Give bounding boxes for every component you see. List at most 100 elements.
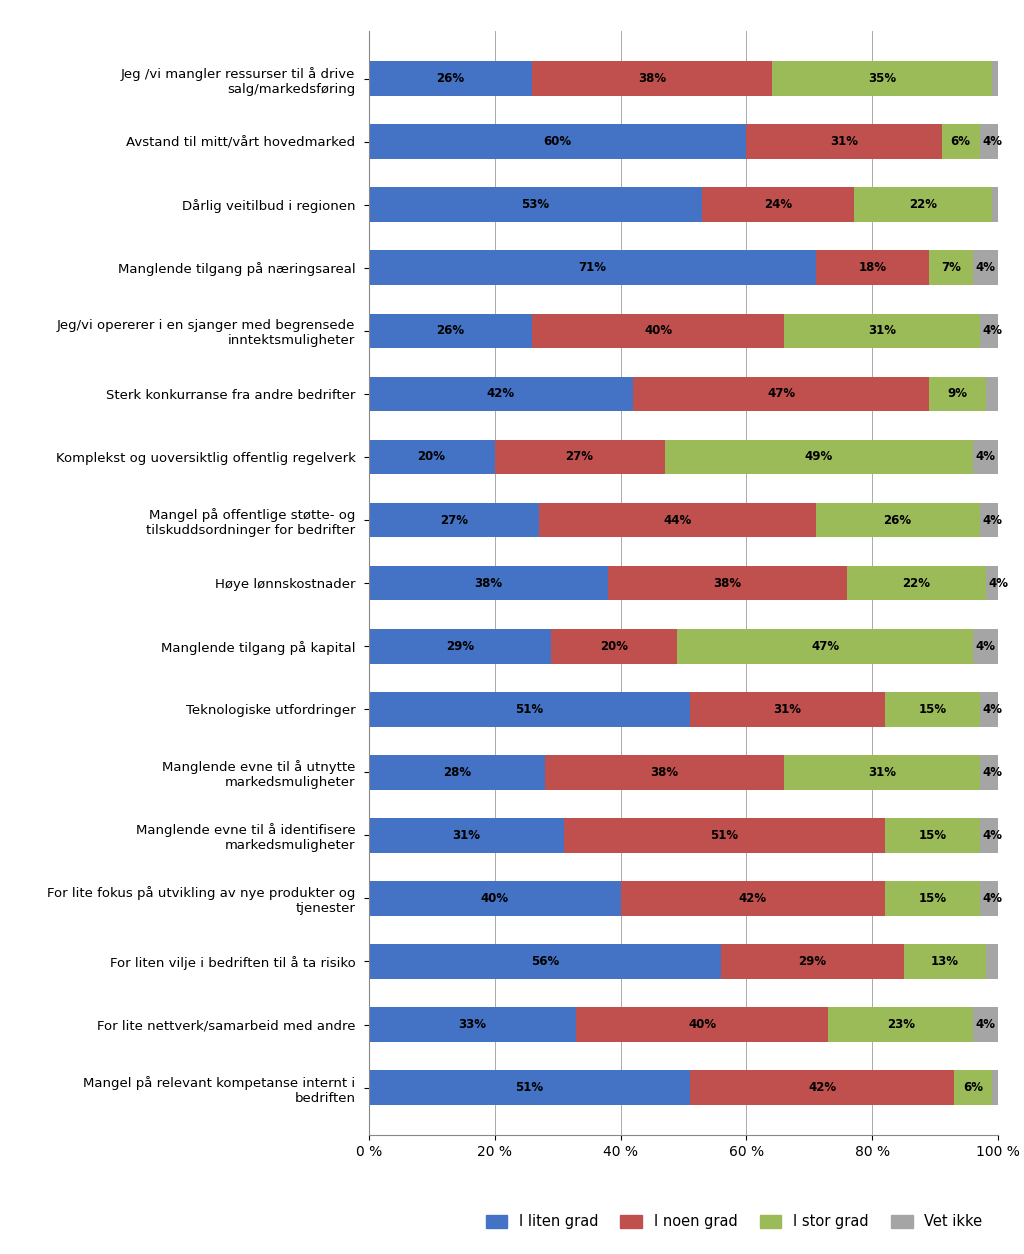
Bar: [690, 692, 885, 726]
Bar: [690, 1070, 954, 1105]
Text: 15%: 15%: [919, 702, 946, 716]
Legend: I liten grad, I noen grad, I stor grad, Vet ikke: I liten grad, I noen grad, I stor grad, …: [479, 1209, 988, 1235]
Text: 4%: 4%: [982, 325, 1002, 337]
Bar: [973, 628, 998, 663]
Text: 51%: 51%: [515, 702, 544, 716]
Bar: [608, 566, 847, 601]
Text: 4%: 4%: [982, 892, 1002, 905]
Bar: [665, 440, 973, 474]
Bar: [702, 187, 854, 222]
Text: 33%: 33%: [459, 1018, 486, 1031]
Text: 31%: 31%: [868, 325, 896, 337]
Text: 4%: 4%: [982, 135, 1002, 148]
Text: 24%: 24%: [764, 198, 792, 211]
Text: 4%: 4%: [976, 450, 995, 464]
Bar: [369, 628, 551, 663]
Text: 38%: 38%: [638, 73, 666, 85]
Bar: [992, 1070, 1005, 1105]
Text: 4%: 4%: [988, 577, 1009, 589]
Text: 4%: 4%: [976, 261, 995, 275]
Text: 31%: 31%: [773, 702, 802, 716]
Bar: [532, 61, 772, 97]
Text: 20%: 20%: [600, 640, 629, 652]
Text: 60%: 60%: [544, 135, 571, 148]
Text: 47%: 47%: [811, 640, 840, 652]
Text: 7%: 7%: [941, 261, 962, 275]
Bar: [973, 251, 998, 285]
Text: 40%: 40%: [480, 892, 509, 905]
Bar: [784, 314, 980, 349]
Bar: [885, 818, 980, 853]
Text: 29%: 29%: [445, 640, 474, 652]
Text: 26%: 26%: [436, 73, 465, 85]
Text: 29%: 29%: [799, 956, 826, 968]
Bar: [369, 566, 608, 601]
Bar: [539, 503, 816, 538]
Bar: [369, 882, 621, 915]
Bar: [369, 503, 539, 538]
Text: 71%: 71%: [579, 261, 606, 275]
Text: 9%: 9%: [947, 387, 968, 400]
Bar: [980, 503, 1005, 538]
Text: 28%: 28%: [442, 766, 471, 779]
Text: 40%: 40%: [644, 325, 673, 337]
Bar: [980, 314, 1005, 349]
Text: 38%: 38%: [474, 577, 503, 589]
Text: 38%: 38%: [714, 577, 741, 589]
Text: 4%: 4%: [982, 514, 1002, 527]
Text: 15%: 15%: [919, 829, 946, 841]
Bar: [816, 503, 980, 538]
Text: 38%: 38%: [650, 766, 679, 779]
Text: 35%: 35%: [867, 73, 896, 85]
Text: 23%: 23%: [887, 1018, 914, 1031]
Text: 42%: 42%: [738, 892, 767, 905]
Bar: [369, 251, 816, 285]
Bar: [746, 124, 942, 159]
Bar: [772, 61, 992, 97]
Bar: [369, 818, 564, 853]
Bar: [816, 251, 929, 285]
Text: 15%: 15%: [919, 892, 946, 905]
Bar: [992, 61, 1005, 97]
Text: 27%: 27%: [439, 514, 468, 527]
Bar: [369, 692, 690, 726]
Text: 42%: 42%: [808, 1081, 837, 1093]
Bar: [986, 566, 1011, 601]
Text: 26%: 26%: [884, 514, 911, 527]
Bar: [986, 944, 998, 979]
Text: 44%: 44%: [664, 514, 691, 527]
Text: 4%: 4%: [982, 829, 1002, 841]
Bar: [369, 124, 746, 159]
Bar: [986, 376, 998, 411]
Text: 51%: 51%: [711, 829, 738, 841]
Text: 47%: 47%: [767, 387, 796, 400]
Bar: [854, 187, 992, 222]
Text: 53%: 53%: [521, 198, 550, 211]
Bar: [369, 440, 495, 474]
Bar: [369, 1007, 577, 1042]
Text: 49%: 49%: [805, 450, 834, 464]
Bar: [784, 755, 980, 790]
Text: 26%: 26%: [436, 325, 465, 337]
Bar: [551, 628, 677, 663]
Bar: [980, 882, 1005, 915]
Bar: [954, 1070, 992, 1105]
Bar: [369, 1070, 690, 1105]
Bar: [621, 882, 885, 915]
Bar: [904, 944, 986, 979]
Text: 4%: 4%: [976, 640, 995, 652]
Bar: [980, 755, 1005, 790]
Bar: [973, 1007, 998, 1042]
Text: 56%: 56%: [530, 956, 559, 968]
Bar: [369, 61, 532, 97]
Bar: [369, 187, 702, 222]
Bar: [973, 440, 998, 474]
Text: 4%: 4%: [976, 1018, 995, 1031]
Text: 6%: 6%: [964, 1081, 983, 1093]
Text: 22%: 22%: [902, 577, 931, 589]
Bar: [980, 124, 1005, 159]
Bar: [369, 944, 721, 979]
Bar: [885, 882, 980, 915]
Text: 42%: 42%: [486, 387, 515, 400]
Text: 6%: 6%: [950, 135, 971, 148]
